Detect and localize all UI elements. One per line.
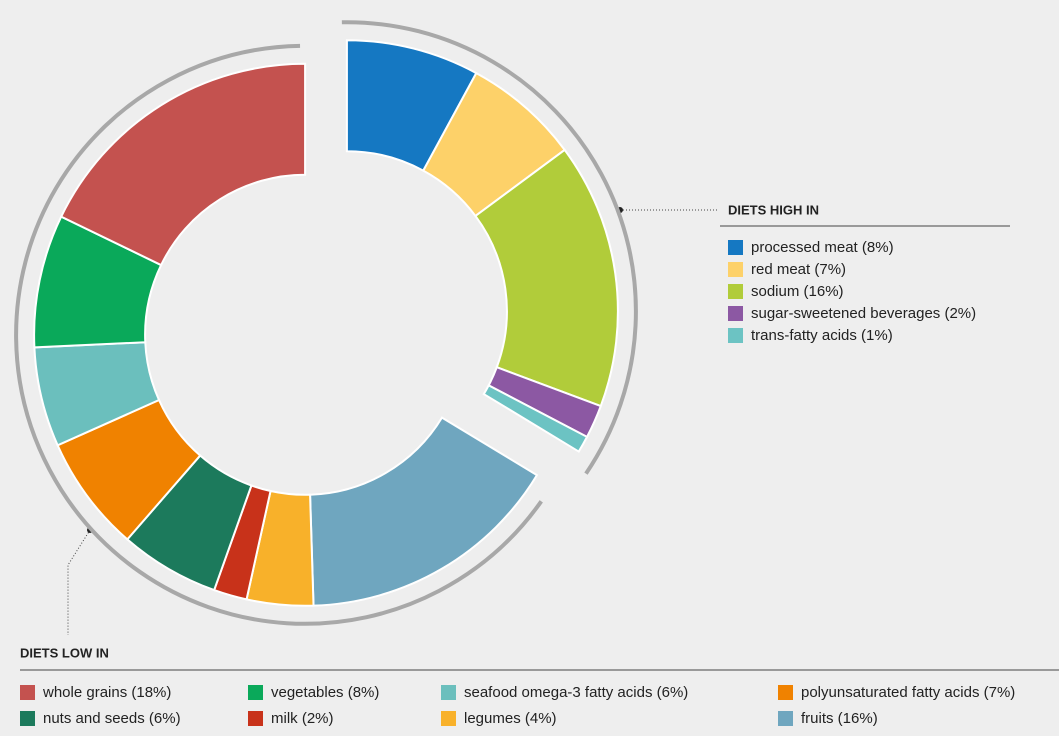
- legend-swatch: [441, 685, 456, 700]
- legend-label: milk (2%): [271, 710, 334, 727]
- legend-swatch: [728, 240, 743, 255]
- legend-label: fruits (16%): [801, 710, 878, 727]
- legend-swatch: [778, 685, 793, 700]
- slice: [482, 384, 589, 453]
- group-arc: [14, 43, 543, 626]
- legend-swatch: [728, 284, 743, 299]
- legend-label: sugar-sweetened beverages (2%): [751, 305, 976, 322]
- legend-swatch: [728, 306, 743, 321]
- legend-label: polyunsaturated fatty acids (7%): [801, 684, 1015, 701]
- legend-swatch: [248, 711, 263, 726]
- legend-label: trans-fatty acids (1%): [751, 327, 893, 344]
- legend-label: red meat (7%): [751, 261, 846, 278]
- group-title: DIETS HIGH IN: [728, 202, 819, 217]
- legend-swatch: [441, 711, 456, 726]
- group-arc: [341, 20, 638, 475]
- legend-swatch: [248, 685, 263, 700]
- legend-swatch: [728, 262, 743, 277]
- legend-label: seafood omega-3 fatty acids (6%): [464, 684, 688, 701]
- legend-label: sodium (16%): [751, 283, 844, 300]
- legend-label: vegetables (8%): [271, 684, 379, 701]
- legend-swatch: [20, 685, 35, 700]
- legend-label: whole grains (18%): [42, 684, 171, 701]
- legend-label: legumes (4%): [464, 710, 557, 727]
- legend-swatch: [20, 711, 35, 726]
- legend-label: nuts and seeds (6%): [43, 710, 181, 727]
- group-title: DIETS LOW IN: [20, 645, 109, 660]
- legend-label: processed meat (8%): [751, 239, 894, 256]
- legend-swatch: [778, 711, 793, 726]
- slice: [59, 62, 307, 267]
- legend-swatch: [728, 328, 743, 343]
